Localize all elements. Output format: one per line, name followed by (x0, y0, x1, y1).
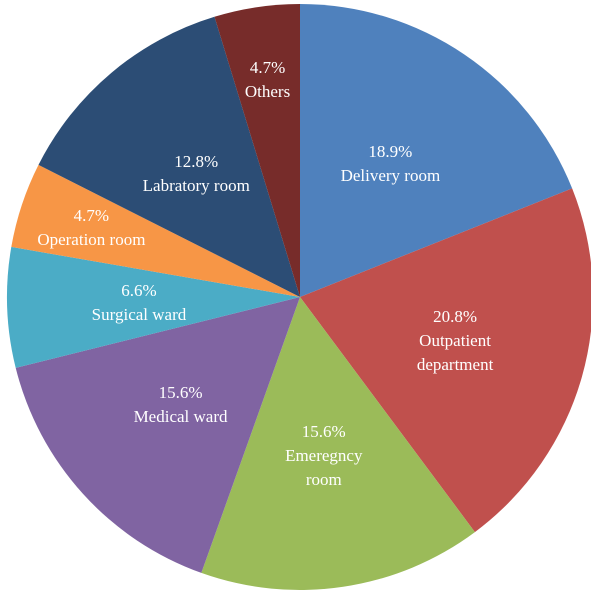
category-label: Operation room (37, 229, 146, 249)
category-label: Emeregncy room (285, 446, 363, 490)
value-label: 12.8% (174, 151, 219, 171)
slice-label: 4.7% Others (193, 56, 343, 104)
value-label: 15.6% (158, 383, 203, 403)
pie-slice (7, 246, 301, 368)
slice-label: 20.8% Outpatient department (380, 305, 530, 377)
category-label: Outpatient department (416, 330, 494, 374)
pie-slice (214, 4, 300, 297)
category-label: Delivery room (340, 165, 441, 185)
pie-slice (300, 188, 591, 533)
pie-slice (15, 297, 301, 573)
category-label: Others (244, 81, 291, 101)
pie-slice (11, 164, 301, 297)
value-label: 20.8% (433, 306, 478, 326)
value-label: 18.9% (368, 141, 413, 161)
value-label: 6.6% (121, 280, 157, 300)
value-label: 15.6% (301, 422, 346, 442)
value-label: 4.7% (249, 57, 286, 77)
category-label: Surgical ward (91, 304, 187, 324)
slice-label: 6.6% Surgical ward (64, 279, 214, 327)
slice-label: 15.6% Medical ward (106, 381, 256, 429)
category-label: Labratory room (142, 175, 250, 195)
slice-label: 18.9% Delivery room (315, 140, 465, 188)
pie-slice (38, 16, 301, 298)
category-label: Medical ward (133, 407, 228, 427)
slice-label: 12.8% Labratory room (121, 150, 271, 198)
pie-slice (300, 4, 573, 297)
slice-label: 4.7% Operation room (16, 204, 166, 252)
slice-label: 15.6% Emeregncy room (249, 420, 399, 492)
pie-slice (201, 297, 475, 590)
value-label: 4.7% (73, 205, 110, 225)
